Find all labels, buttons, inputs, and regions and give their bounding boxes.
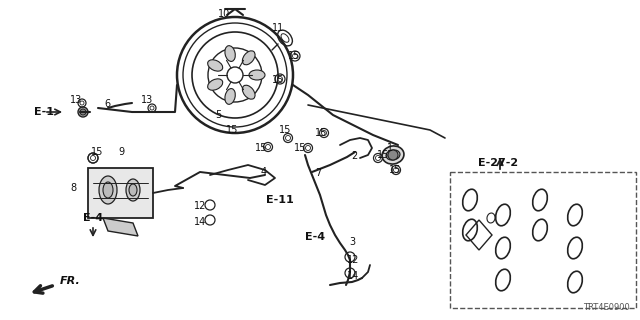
Text: TRT4E0900: TRT4E0900	[583, 303, 630, 312]
Text: 10: 10	[218, 9, 230, 19]
Text: 13: 13	[141, 95, 153, 105]
Text: 12: 12	[347, 255, 359, 265]
Text: 15: 15	[377, 150, 389, 160]
Polygon shape	[103, 218, 138, 236]
Bar	[450, 172, 636, 308]
Text: 15: 15	[288, 51, 300, 61]
Circle shape	[78, 107, 88, 117]
Ellipse shape	[99, 176, 117, 204]
Text: 15: 15	[255, 143, 267, 153]
Ellipse shape	[207, 79, 223, 90]
Text: 13: 13	[70, 95, 82, 105]
Text: 8: 8	[70, 183, 76, 193]
Text: 14: 14	[194, 217, 206, 227]
Ellipse shape	[243, 51, 255, 65]
Text: 15: 15	[315, 128, 327, 138]
Text: E-4: E-4	[83, 213, 103, 223]
Ellipse shape	[225, 46, 236, 61]
Text: 4: 4	[261, 167, 267, 177]
Text: 6: 6	[104, 99, 110, 109]
Circle shape	[388, 150, 398, 160]
Text: E-1: E-1	[34, 107, 54, 117]
Ellipse shape	[243, 85, 255, 99]
Text: 15: 15	[279, 125, 291, 135]
Text: 11: 11	[272, 23, 284, 33]
Text: E-11: E-11	[266, 195, 294, 205]
Ellipse shape	[103, 182, 113, 198]
Text: 15: 15	[389, 165, 401, 175]
Ellipse shape	[207, 60, 223, 71]
Bar	[88, 168, 153, 218]
Ellipse shape	[249, 70, 265, 80]
Text: 5: 5	[215, 110, 221, 120]
Text: 15: 15	[294, 143, 306, 153]
Ellipse shape	[225, 89, 236, 104]
Ellipse shape	[126, 179, 140, 201]
Text: 12: 12	[194, 201, 206, 211]
Text: 1: 1	[387, 143, 393, 153]
Text: E-27-2: E-27-2	[478, 158, 518, 168]
Text: 15: 15	[91, 147, 103, 157]
Ellipse shape	[382, 146, 404, 164]
Text: FR.: FR.	[60, 276, 81, 286]
Text: 15: 15	[272, 75, 284, 85]
Circle shape	[80, 109, 86, 115]
Text: E-4: E-4	[305, 232, 325, 242]
Text: 7: 7	[315, 168, 321, 178]
Text: 15: 15	[226, 125, 238, 135]
Text: 3: 3	[349, 237, 355, 247]
Ellipse shape	[386, 150, 400, 160]
Text: 2: 2	[351, 151, 357, 161]
Ellipse shape	[129, 184, 137, 196]
Text: 9: 9	[118, 147, 124, 157]
Text: 14: 14	[347, 271, 359, 281]
